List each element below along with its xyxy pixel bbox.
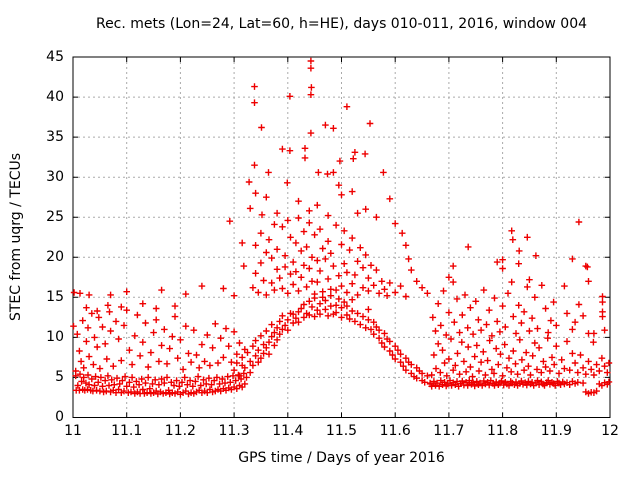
- x-tick-label: 11.8: [487, 423, 519, 439]
- x-tick-label: 12: [601, 423, 619, 439]
- x-tick-label: 11.3: [218, 423, 250, 439]
- x-tick-label: 11.5: [325, 423, 358, 439]
- y-tick-label: 35: [46, 128, 64, 145]
- x-tick-label: 11: [64, 423, 82, 439]
- x-axis-label: GPS time / Days of year 2016: [238, 450, 445, 466]
- x-tick-label: 11.9: [540, 423, 572, 439]
- y-tick-label: 20: [46, 248, 64, 265]
- y-tick-label: 40: [46, 88, 64, 105]
- x-tick-label: 11.2: [164, 423, 196, 439]
- y-tick-label: 15: [46, 288, 64, 305]
- y-tick-label: 0: [55, 409, 64, 425]
- y-axis-label: STEC from uqrg / TECUs: [8, 152, 24, 322]
- x-tick-label: 11.7: [433, 423, 465, 439]
- x-tick-label: 11.1: [111, 423, 143, 439]
- x-tick-label: 11.6: [379, 423, 411, 439]
- x-tick-label: 11.4: [272, 423, 304, 439]
- y-tick-label: 5: [55, 368, 64, 385]
- plot-border: [72, 56, 611, 418]
- y-tick-label: 45: [46, 48, 64, 65]
- y-tick-label: 10: [46, 328, 64, 345]
- chart-title: Rec. mets (Lon=24, Lat=60, h=HE), days 0…: [95, 16, 588, 32]
- y-tick-label: 30: [46, 168, 64, 185]
- y-tick-label: 25: [46, 208, 64, 225]
- scatter-points: [70, 57, 613, 398]
